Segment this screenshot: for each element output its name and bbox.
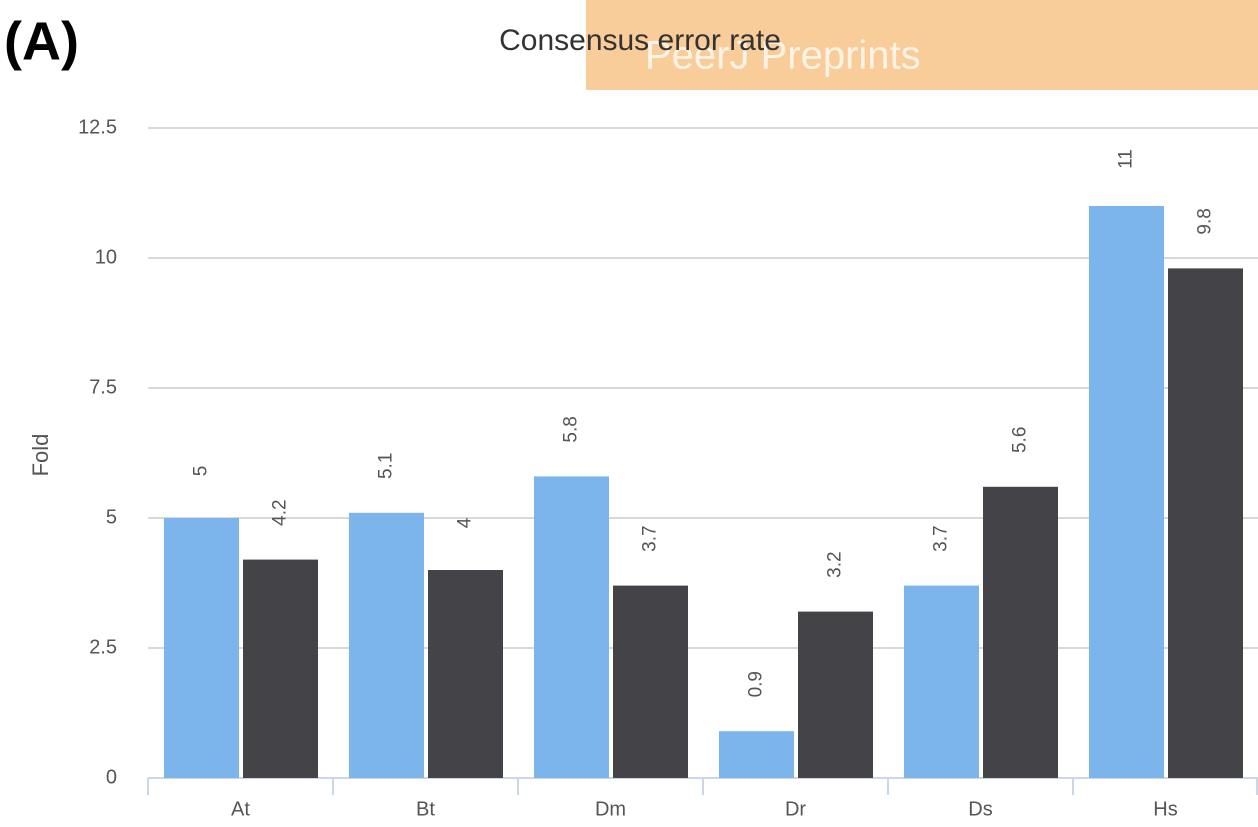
bar <box>428 570 503 778</box>
bar <box>1089 206 1164 778</box>
bar <box>1168 268 1243 778</box>
bar <box>798 611 873 778</box>
x-tick-label: Dr <box>785 798 806 820</box>
bar <box>349 512 424 778</box>
value-label: 5 <box>191 466 212 477</box>
value-label: 5.6 <box>1010 427 1031 453</box>
y-axis-label: Fold <box>28 434 53 477</box>
bar <box>164 518 239 778</box>
bar <box>904 585 979 778</box>
value-label: 5.8 <box>561 416 582 442</box>
watermark-box <box>586 0 1258 90</box>
x-tick-label: Dm <box>595 798 626 820</box>
bar <box>534 476 609 778</box>
panel-label: (A) <box>4 11 79 71</box>
value-label: 9.8 <box>1195 208 1216 234</box>
y-tick-label: 0 <box>106 766 117 788</box>
y-tick-label: 12.5 <box>78 116 117 138</box>
y-tick-label: 10 <box>95 246 117 268</box>
bar <box>613 585 688 778</box>
x-tick-label: Ds <box>968 798 992 820</box>
y-tick-label: 7.5 <box>89 376 117 398</box>
value-label: 3.2 <box>825 551 846 577</box>
value-label: 3.7 <box>640 525 661 551</box>
watermark: PeerJ Preprints <box>645 34 921 78</box>
chart-title: Consensus error rate <box>499 24 781 57</box>
y-tick-label: 2.5 <box>89 636 117 658</box>
value-label: 5.1 <box>376 453 397 479</box>
value-label: 3.7 <box>931 525 952 551</box>
y-tick-label: 5 <box>106 506 117 528</box>
x-tick-label: Bt <box>416 798 435 820</box>
bar <box>243 559 318 778</box>
value-label: 11 <box>1116 149 1137 169</box>
bar <box>719 731 794 778</box>
x-tick-label: At <box>231 798 250 820</box>
value-label: 0.9 <box>746 671 767 697</box>
x-tick-label: Hs <box>1153 798 1177 820</box>
value-label: 4 <box>455 517 476 528</box>
bar <box>983 486 1058 778</box>
value-label: 4.2 <box>270 499 291 525</box>
